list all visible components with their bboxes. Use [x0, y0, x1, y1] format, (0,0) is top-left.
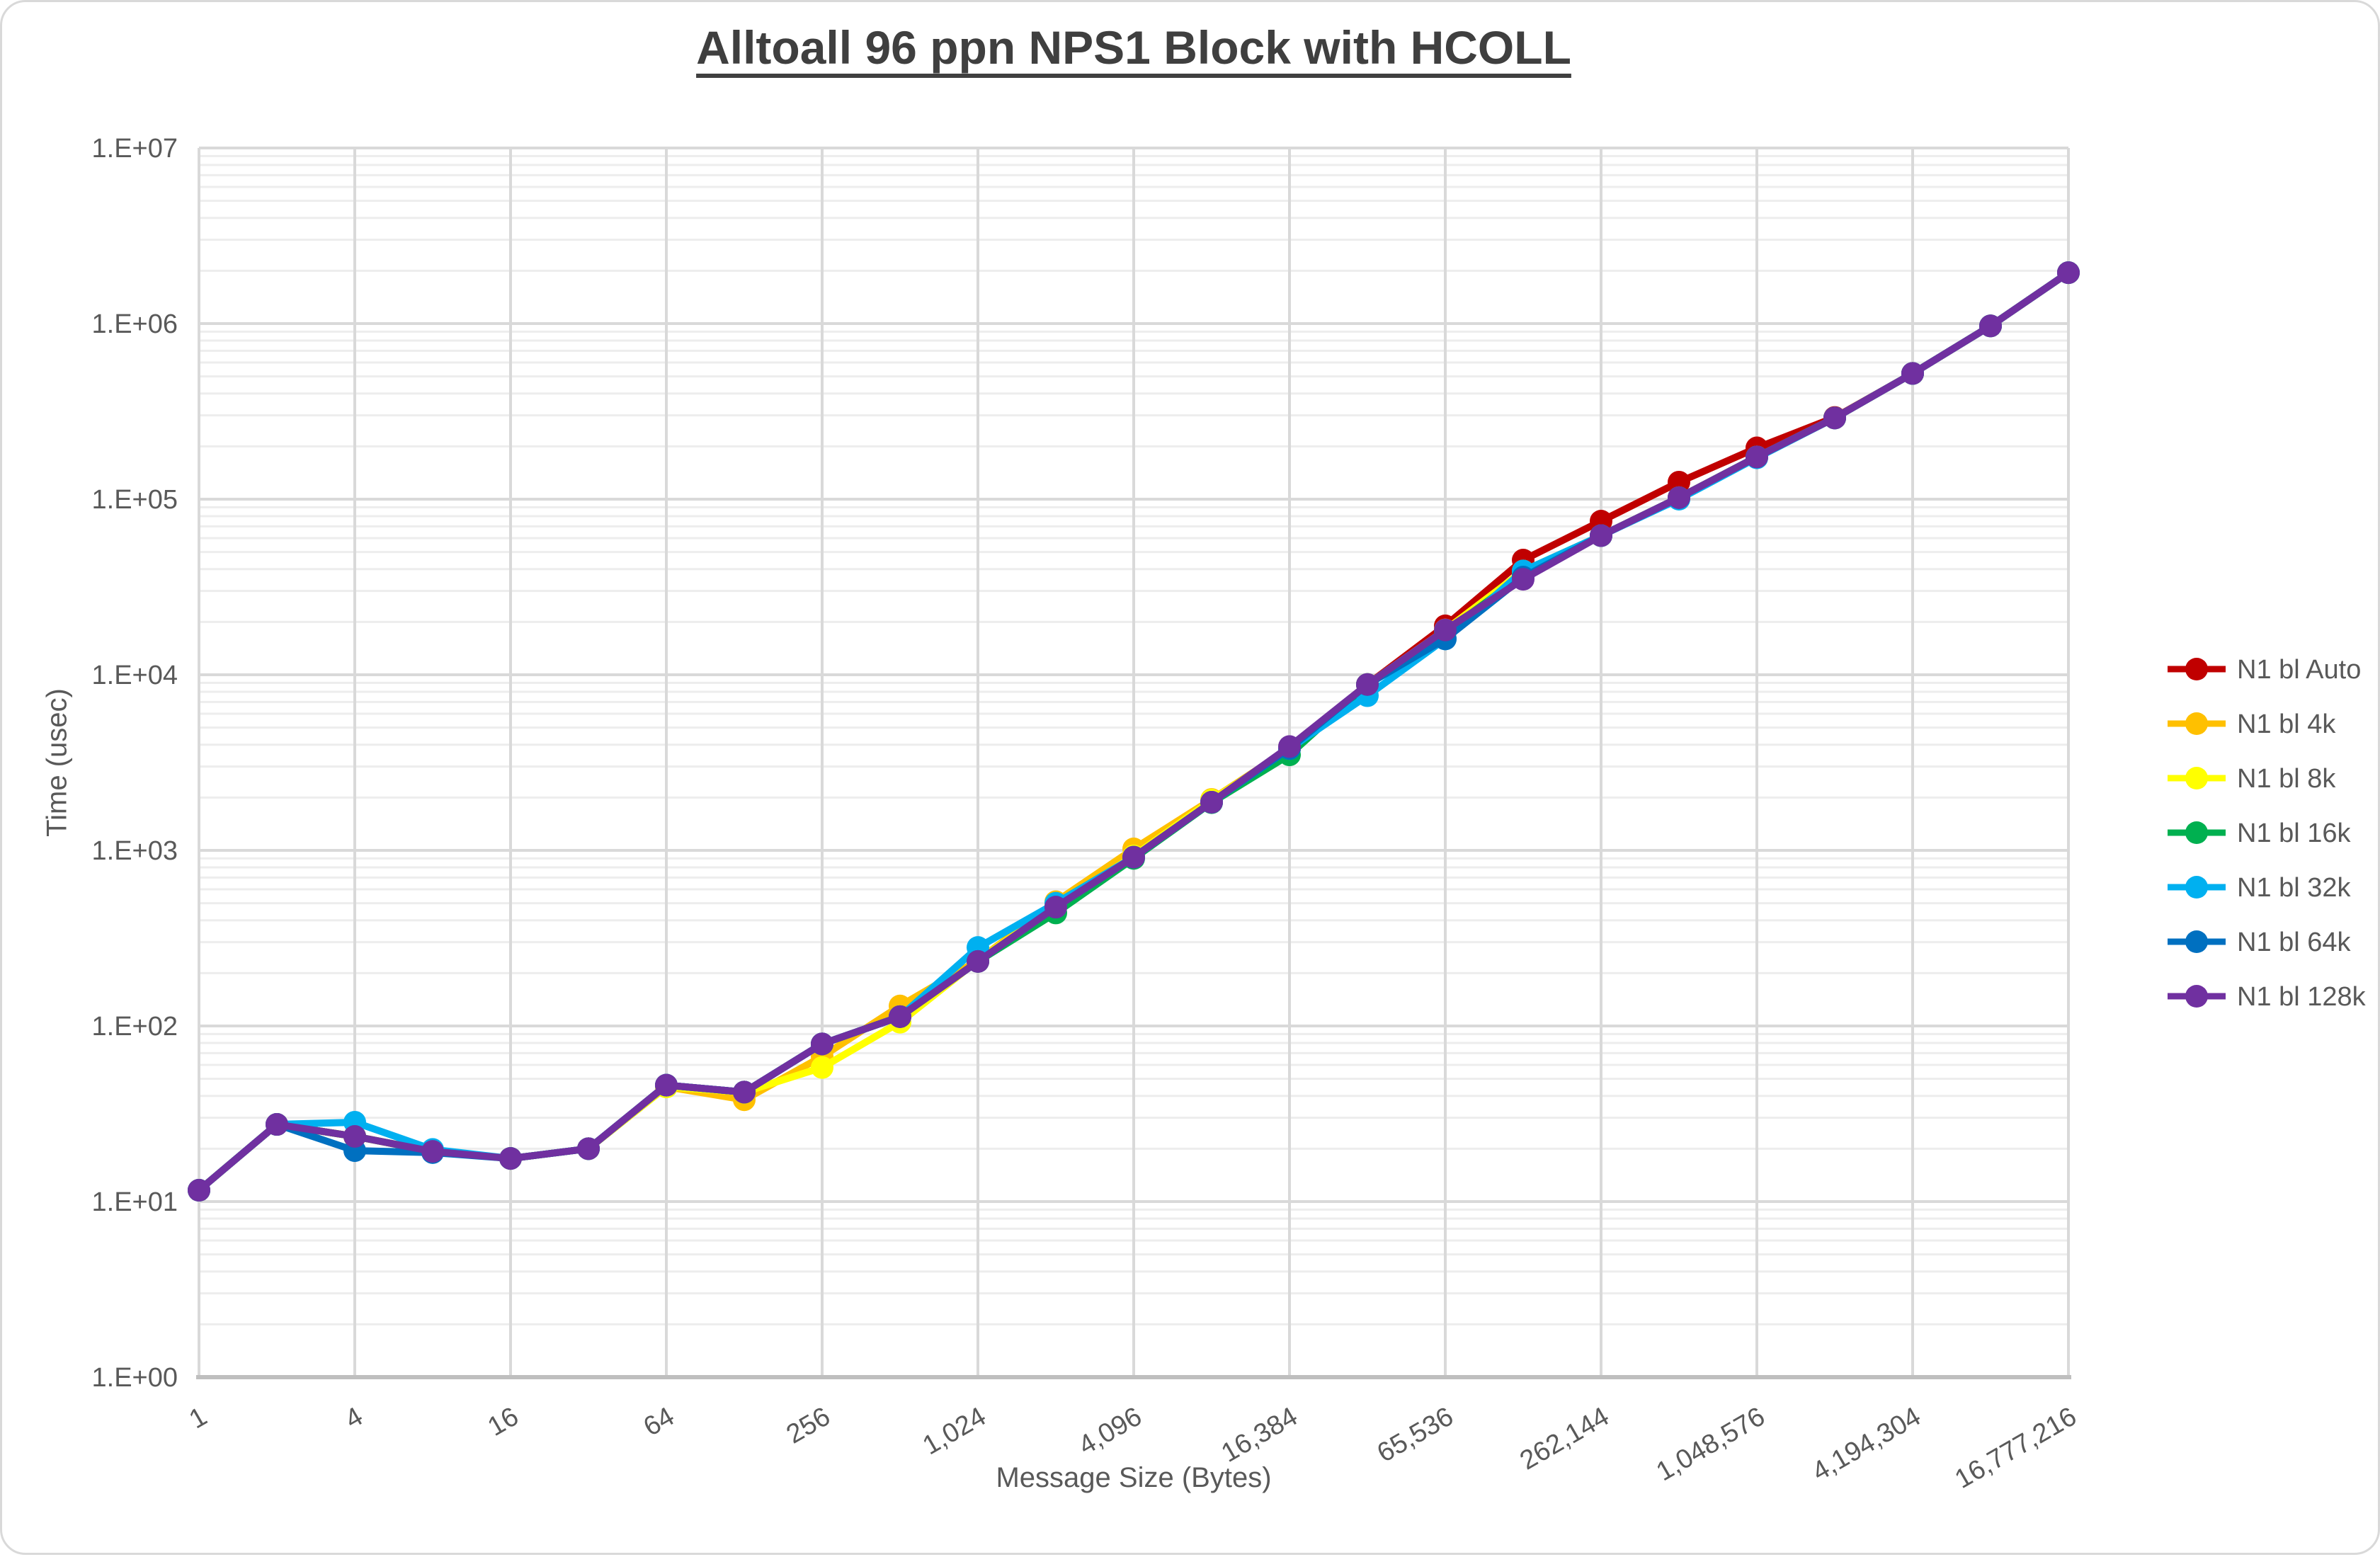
chart-title: Alltoall 96 ppn NPS1 Block with HCOLL — [696, 21, 1571, 74]
x-tick-label: 4 — [340, 1401, 368, 1435]
data-point-n1-bl-128k — [1278, 735, 1301, 758]
x-tick-label: 16,384 — [1217, 1401, 1303, 1468]
legend-label-n1-bl-auto: N1 bl Auto — [2237, 655, 2361, 685]
data-point-n1-bl-128k — [499, 1147, 522, 1170]
y-tick-label: 1.E+06 — [92, 309, 178, 339]
data-point-n1-bl-128k — [1044, 896, 1067, 919]
x-tick-label: 4,096 — [1074, 1401, 1146, 1461]
legend-label-n1-bl-8k: N1 bl 8k — [2237, 764, 2336, 794]
x-tick-label: 65,536 — [1372, 1401, 1459, 1468]
data-point-n1-bl-128k — [889, 1005, 911, 1028]
data-point-n1-bl-128k — [421, 1140, 444, 1163]
y-tick-label: 1.E+07 — [92, 134, 178, 164]
x-tick-label: 1,048,576 — [1651, 1401, 1770, 1487]
data-point-n1-bl-128k — [1122, 845, 1145, 869]
data-point-n1-bl-auto — [1668, 470, 1690, 494]
data-point-n1-bl-128k — [1200, 791, 1223, 814]
data-point-n1-bl-128k — [577, 1137, 600, 1160]
x-axis-title: Message Size (Bytes) — [996, 1462, 1272, 1493]
data-point-n1-bl-128k — [811, 1032, 833, 1056]
data-point-n1-bl-128k — [1434, 618, 1457, 641]
x-tick-label: 256 — [782, 1401, 836, 1449]
data-point-n1-bl-128k — [967, 949, 989, 973]
x-tick-label: 1 — [184, 1401, 212, 1435]
data-point-n1-bl-128k — [266, 1113, 288, 1136]
legend-label-n1-bl-4k: N1 bl 4k — [2237, 709, 2336, 739]
legend-label-n1-bl-16k: N1 bl 16k — [2237, 819, 2352, 848]
data-point-n1-bl-128k — [1356, 673, 1379, 696]
data-point-n1-bl-128k — [1823, 406, 1846, 430]
y-tick-label: 1.E+01 — [92, 1187, 178, 1217]
y-tick-label: 1.E+03 — [92, 836, 178, 866]
legend-label-n1-bl-128k: N1 bl 128k — [2237, 982, 2367, 1012]
data-point-n1-bl-128k — [1668, 486, 1690, 509]
data-point-n1-bl-128k — [343, 1124, 366, 1148]
x-tick-label: 16,777,216 — [1950, 1401, 2082, 1494]
data-point-n1-bl-128k — [188, 1179, 210, 1202]
legend-marker-dot-n1-bl-64k — [2185, 930, 2208, 953]
y-axis-title: Time (usec) — [41, 688, 73, 837]
legend-marker-dot-n1-bl-8k — [2185, 767, 2208, 789]
x-tick-label: 1,024 — [918, 1401, 991, 1461]
legend-marker-dot-n1-bl-auto — [2185, 658, 2208, 680]
legend-marker-dot-n1-bl-16k — [2185, 821, 2208, 844]
data-point-n1-bl-128k — [1979, 314, 2002, 338]
y-tick-label: 1.E+02 — [92, 1012, 178, 1042]
legend-marker-dot-n1-bl-4k — [2185, 712, 2208, 735]
y-tick-label: 1.E+00 — [92, 1363, 178, 1393]
x-tick-label: 4,194,304 — [1807, 1401, 1925, 1487]
legend-marker-dot-n1-bl-32k — [2185, 876, 2208, 899]
legend-marker-dot-n1-bl-128k — [2185, 985, 2208, 1008]
x-tick-label: 64 — [639, 1401, 680, 1442]
x-tick-label: 16 — [483, 1401, 524, 1442]
data-point-n1-bl-128k — [1746, 445, 1768, 469]
data-point-n1-bl-8k — [811, 1056, 833, 1079]
x-tick-label: 262,144 — [1515, 1401, 1615, 1476]
data-point-n1-bl-128k — [2057, 261, 2080, 285]
data-point-n1-bl-128k — [655, 1073, 678, 1097]
data-point-n1-bl-128k — [1901, 362, 1924, 385]
y-tick-label: 1.E+04 — [92, 661, 178, 690]
data-point-n1-bl-128k — [1590, 524, 1612, 547]
data-point-n1-bl-128k — [733, 1080, 756, 1104]
legend-label-n1-bl-64k: N1 bl 64k — [2237, 928, 2352, 957]
y-tick-label: 1.E+05 — [92, 485, 178, 515]
data-point-n1-bl-128k — [1512, 568, 1535, 591]
legend-label-n1-bl-32k: N1 bl 32k — [2237, 873, 2352, 903]
